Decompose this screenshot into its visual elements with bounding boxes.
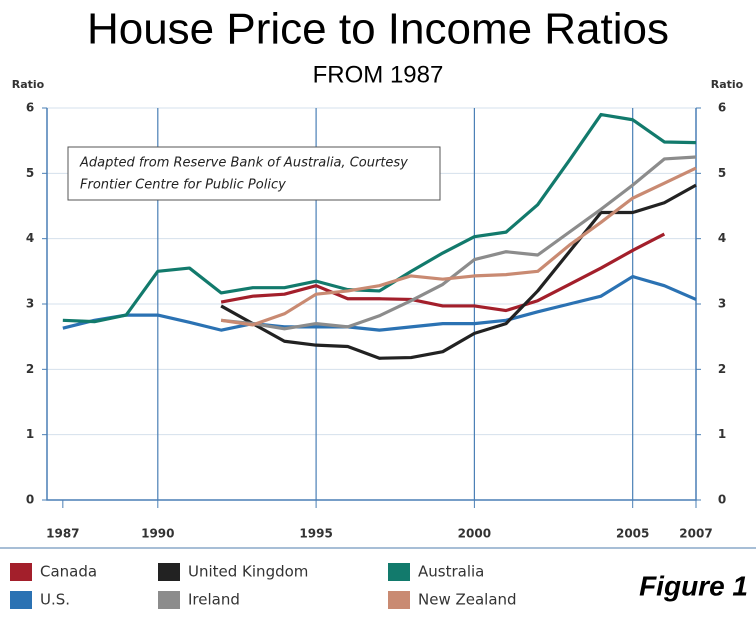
y2-tick-label: 5 (718, 166, 726, 180)
x-tick-label: 1987 (46, 527, 79, 541)
annotation: Adapted from Reserve Bank of Australia, … (79, 156, 408, 171)
legend-label: United Kingdom (188, 563, 308, 581)
series-line (220, 183, 697, 360)
legend-swatch (10, 591, 32, 609)
x-tick-label: 1995 (299, 527, 332, 541)
y2-axis-label: Ratio (711, 78, 744, 91)
series-line (62, 274, 697, 332)
y2-tick-label: 3 (718, 297, 726, 311)
y2-tick-label: 2 (718, 362, 726, 376)
y2-tick-label: 1 (718, 427, 726, 441)
annotation: Frontier Centre for Public Policy (80, 178, 286, 193)
legend-label: Australia (418, 563, 484, 581)
legend-label: Ireland (188, 591, 240, 609)
x-tick-label: 1990 (141, 527, 174, 541)
legend-label: New Zealand (418, 591, 517, 609)
legend-swatch (158, 591, 180, 609)
plot-frame (46, 108, 697, 501)
series-line (220, 155, 697, 331)
y-tick-label: 3 (26, 297, 34, 311)
y-tick-label: 1 (26, 427, 34, 441)
y2-tick-label: 6 (718, 101, 726, 115)
series-line (220, 166, 697, 327)
chart-subtitle: FROM 1987 (313, 61, 444, 88)
y-tick-label: 0 (26, 493, 34, 507)
y-tick-label: 5 (26, 166, 34, 180)
y-tick-label: 4 (26, 231, 34, 245)
annotation-box (67, 146, 441, 201)
series-line (220, 232, 666, 313)
legend-swatch (388, 591, 410, 609)
x-tick-label: 2000 (458, 527, 491, 541)
x-tick-label: 2005 (616, 527, 649, 541)
legend-swatch (388, 563, 410, 581)
series-line (62, 112, 697, 324)
legend-swatch (158, 563, 180, 581)
chart-title: House Price to Income Ratios (87, 5, 669, 54)
figure-label: Figure 1 (639, 570, 748, 601)
legend-label: U.S. (40, 591, 70, 609)
y-axis-label: Ratio (12, 78, 45, 91)
y-tick-label: 6 (26, 101, 34, 115)
y-tick-label: 2 (26, 362, 34, 376)
legend-swatch (10, 563, 32, 581)
legend-label: Canada (40, 563, 97, 581)
y2-tick-label: 4 (718, 231, 726, 245)
y2-tick-label: 0 (718, 493, 726, 507)
x-tick-label: 2007 (679, 527, 712, 541)
